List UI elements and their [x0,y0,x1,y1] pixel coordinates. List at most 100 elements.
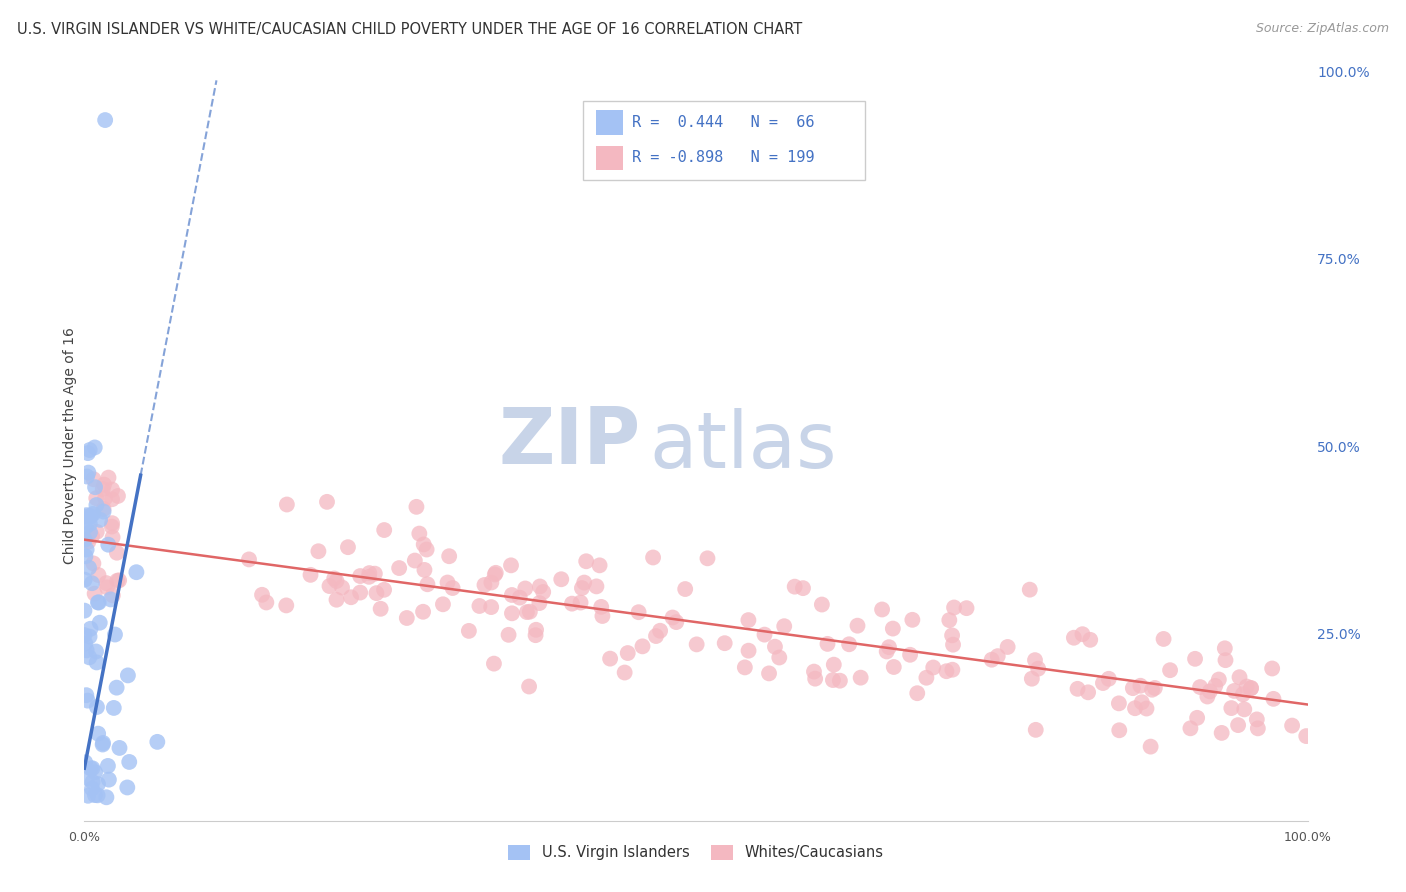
Point [86,789,108,803]
Point [501,588,523,602]
Point [817,637,839,651]
Point [648,624,671,638]
Point [987,649,1010,664]
Point [83,587,105,601]
Point [73,604,96,618]
Point [325,592,347,607]
Point [1071,627,1094,641]
Point [373,523,395,537]
Point [519,605,541,619]
Point [349,585,371,599]
Point [1130,695,1153,709]
Point [77,466,100,480]
Point [758,666,780,681]
Point [883,660,905,674]
Point [474,578,496,592]
Point [75,688,97,702]
Point [846,618,869,632]
Point [550,572,572,586]
Point [1153,632,1175,646]
Point [585,579,607,593]
Point [942,638,965,652]
Point [1189,680,1212,694]
Point [941,663,963,677]
Point [76,542,98,557]
Bar [596,145,623,170]
Point [1143,681,1166,695]
Point [73,533,96,547]
Point [485,566,508,580]
Point [83,441,105,455]
Point [529,579,551,593]
Point [783,580,806,594]
Point [79,443,101,458]
Point [915,671,938,685]
Point [1108,723,1130,738]
Point [75,519,97,533]
Point [574,575,596,590]
Point [898,648,921,662]
Point [484,567,506,582]
Point [1211,726,1233,740]
Point [80,781,103,796]
Point [1135,701,1157,715]
Point [101,530,124,544]
Point [82,507,104,521]
Point [613,665,636,680]
Point [1197,690,1219,704]
Point [73,573,96,587]
Point [93,504,115,518]
Point [641,550,664,565]
Point [101,589,124,603]
Point [685,637,707,651]
Point [118,755,141,769]
Point [299,567,322,582]
Point [104,627,127,641]
Point [366,586,388,600]
Point [307,544,329,558]
Text: atlas: atlas [650,408,837,484]
Point [108,740,131,755]
Point [1066,681,1088,696]
Point [645,629,668,643]
Point [479,575,502,590]
Point [76,508,98,523]
Point [661,610,683,624]
Point [87,568,110,582]
Point [1236,680,1258,694]
Point [882,622,904,636]
Bar [596,111,623,135]
Point [330,581,353,595]
Point [101,492,124,507]
Point [673,582,696,596]
Point [1098,672,1121,686]
Point [108,574,131,588]
Point [79,525,101,540]
Point [804,672,827,686]
Point [1021,672,1043,686]
Point [1281,718,1303,732]
Point [84,788,107,802]
Point [103,701,125,715]
Point [616,646,638,660]
Point [1261,661,1284,675]
Point [82,557,104,571]
Point [76,771,98,785]
Point [1024,653,1046,667]
Point [627,605,650,619]
Point [96,580,118,594]
Point [101,483,124,497]
Point [905,686,928,700]
Point [340,591,363,605]
Point [96,576,118,591]
Point [561,597,583,611]
Point [87,595,110,609]
Point [1295,729,1317,743]
Point [364,566,387,581]
Point [1199,684,1222,698]
Point [388,561,411,575]
Point [415,542,437,557]
Point [76,509,98,524]
Point [359,566,381,580]
Point [524,623,547,637]
